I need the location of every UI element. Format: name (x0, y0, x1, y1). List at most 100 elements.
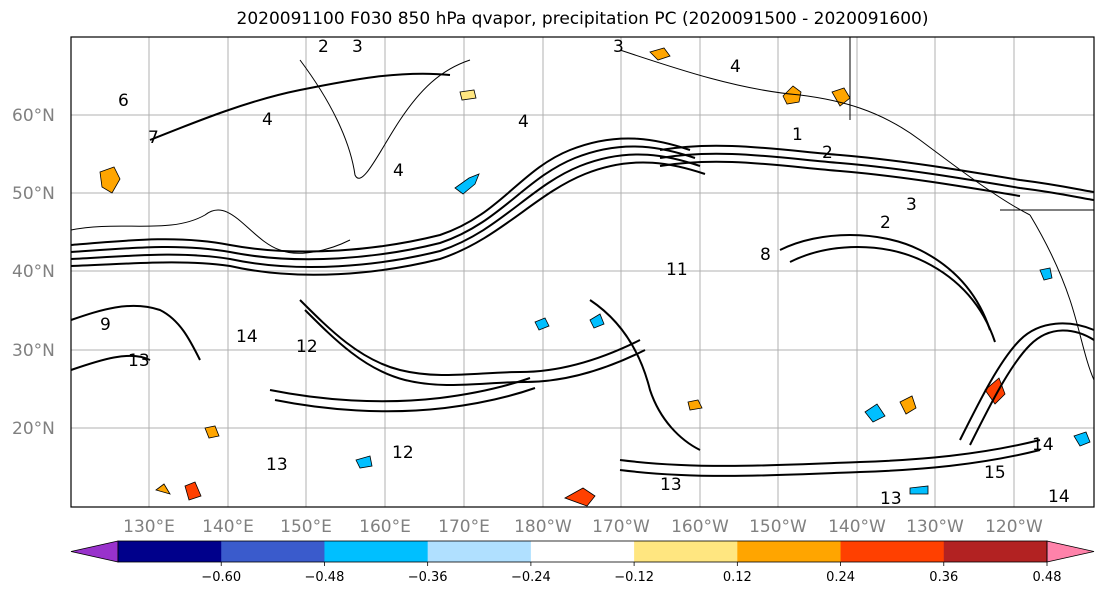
contour-label: 9 (100, 315, 111, 335)
colorbar-segment (221, 541, 325, 562)
colorbar-segment (943, 541, 1048, 562)
colorbar-segment (427, 541, 532, 562)
precip-patch (355, 455, 373, 469)
contour-label: 11 (666, 260, 688, 280)
precip-patch (534, 317, 550, 331)
precip-patch (782, 85, 802, 105)
precip-patch (984, 377, 1006, 405)
contour-label: 4 (518, 112, 529, 132)
precip-patch (155, 483, 171, 495)
colorbar-tick-label: −0.12 (614, 570, 654, 585)
lat-label: 50°N (12, 184, 55, 204)
lon-label: 140°E (202, 517, 254, 537)
lon-label: 160°E (359, 517, 411, 537)
colorbar: −0.60 −0.48 −0.36 −0.24 −0.12 0.12 0.24 0.36 0.4… (70, 540, 1095, 585)
lon-label: 120°W (985, 517, 1043, 537)
contour-label: 8 (760, 245, 771, 265)
colorbar-tick-label: 0.36 (929, 570, 958, 585)
contour-line (619, 439, 1041, 467)
precip-patch (899, 395, 917, 415)
contour-label: 2 (880, 213, 891, 233)
contour-line (304, 309, 646, 387)
contour-line (589, 299, 701, 451)
contour-label: 14 (1032, 435, 1054, 455)
precip-patch (649, 47, 671, 61)
contour-label: 7 (148, 128, 159, 148)
contour-line (70, 145, 696, 261)
contour-line (299, 299, 641, 377)
contour-label: 12 (392, 443, 414, 463)
contour-line (70, 153, 701, 268)
contour-label: 15 (984, 463, 1006, 483)
colorbar-tick-label: 0.12 (723, 570, 752, 585)
contour-label: 13 (880, 489, 902, 509)
lon-label: 170°E (438, 517, 490, 537)
contour-line (659, 144, 1095, 193)
contour-label: 3 (613, 37, 624, 57)
lon-label: 130°W (906, 517, 964, 537)
precip-patch (99, 166, 121, 194)
coastline-north-america (1029, 214, 1095, 381)
colorbar-segment (118, 541, 222, 562)
colorbar-segment (634, 541, 738, 562)
lon-label: 140°W (828, 517, 886, 537)
contour-label: 13 (128, 351, 150, 371)
contour-label: 13 (660, 475, 682, 495)
contour-label: 14 (1048, 487, 1070, 507)
precipitation-shading (99, 47, 1091, 507)
contour-line (659, 152, 1095, 201)
contour-line (70, 304, 201, 361)
contour-label: 4 (393, 161, 404, 181)
colorbar-extend-low (70, 540, 119, 563)
contour-line (149, 72, 451, 141)
contour-line (619, 449, 1041, 477)
lon-label: 180°W (514, 517, 572, 537)
colorbar-segment (530, 541, 635, 562)
contour-line (969, 329, 1095, 446)
lon-label: 130°E (123, 517, 175, 537)
precip-patch (184, 481, 202, 501)
contour-line (70, 161, 706, 276)
contour-label: 2 (318, 37, 329, 57)
contour-line (659, 160, 1021, 197)
precip-patch (1039, 267, 1053, 281)
colorbar-segment (324, 541, 429, 562)
lat-label: 60°N (12, 106, 55, 126)
lon-label: 160°W (671, 517, 729, 537)
longitude-labels: 130°E 140°E 150°E 160°E 170°E 180°W 170°W 160°W… (123, 517, 1043, 537)
contour-label: 4 (730, 57, 741, 77)
precip-patch (687, 399, 703, 411)
contour-label: 3 (352, 37, 363, 57)
precip-patch (454, 173, 480, 195)
lat-label: 40°N (12, 262, 55, 282)
contour-label: 1 (792, 125, 803, 145)
colorbar-tick-label: −0.36 (408, 570, 448, 585)
contour-label: 13 (266, 455, 288, 475)
contour-lines (70, 72, 1095, 477)
map-frame (70, 36, 1095, 508)
colorbar-tick-label: 0.48 (1033, 570, 1062, 585)
precip-patch (864, 403, 886, 423)
precip-patch (459, 89, 477, 101)
coastline-kamchatka (299, 59, 471, 179)
lat-label: 20°N (12, 419, 55, 439)
contour-line (789, 246, 996, 343)
lon-label: 170°W (592, 517, 650, 537)
precip-patch (589, 313, 605, 329)
contour-label: 4 (262, 110, 273, 130)
colorbar-outline (117, 540, 1048, 563)
lon-label: 150°W (749, 517, 807, 537)
colorbar-segment (737, 541, 842, 562)
contour-label: 2 (822, 143, 833, 163)
contour-line (70, 354, 151, 371)
precip-patch (1073, 431, 1091, 447)
contour-line (779, 234, 991, 331)
map-title: 2020091100 F030 850 hPa qvapor, precipit… (236, 9, 929, 29)
contour-line (274, 387, 536, 413)
contour-label: 6 (118, 91, 129, 111)
colorbar-tick-label: −0.48 (305, 570, 345, 585)
contour-line (70, 137, 691, 253)
colorbar-tick-label: −0.60 (201, 570, 241, 585)
contour-label: 3 (906, 195, 917, 215)
